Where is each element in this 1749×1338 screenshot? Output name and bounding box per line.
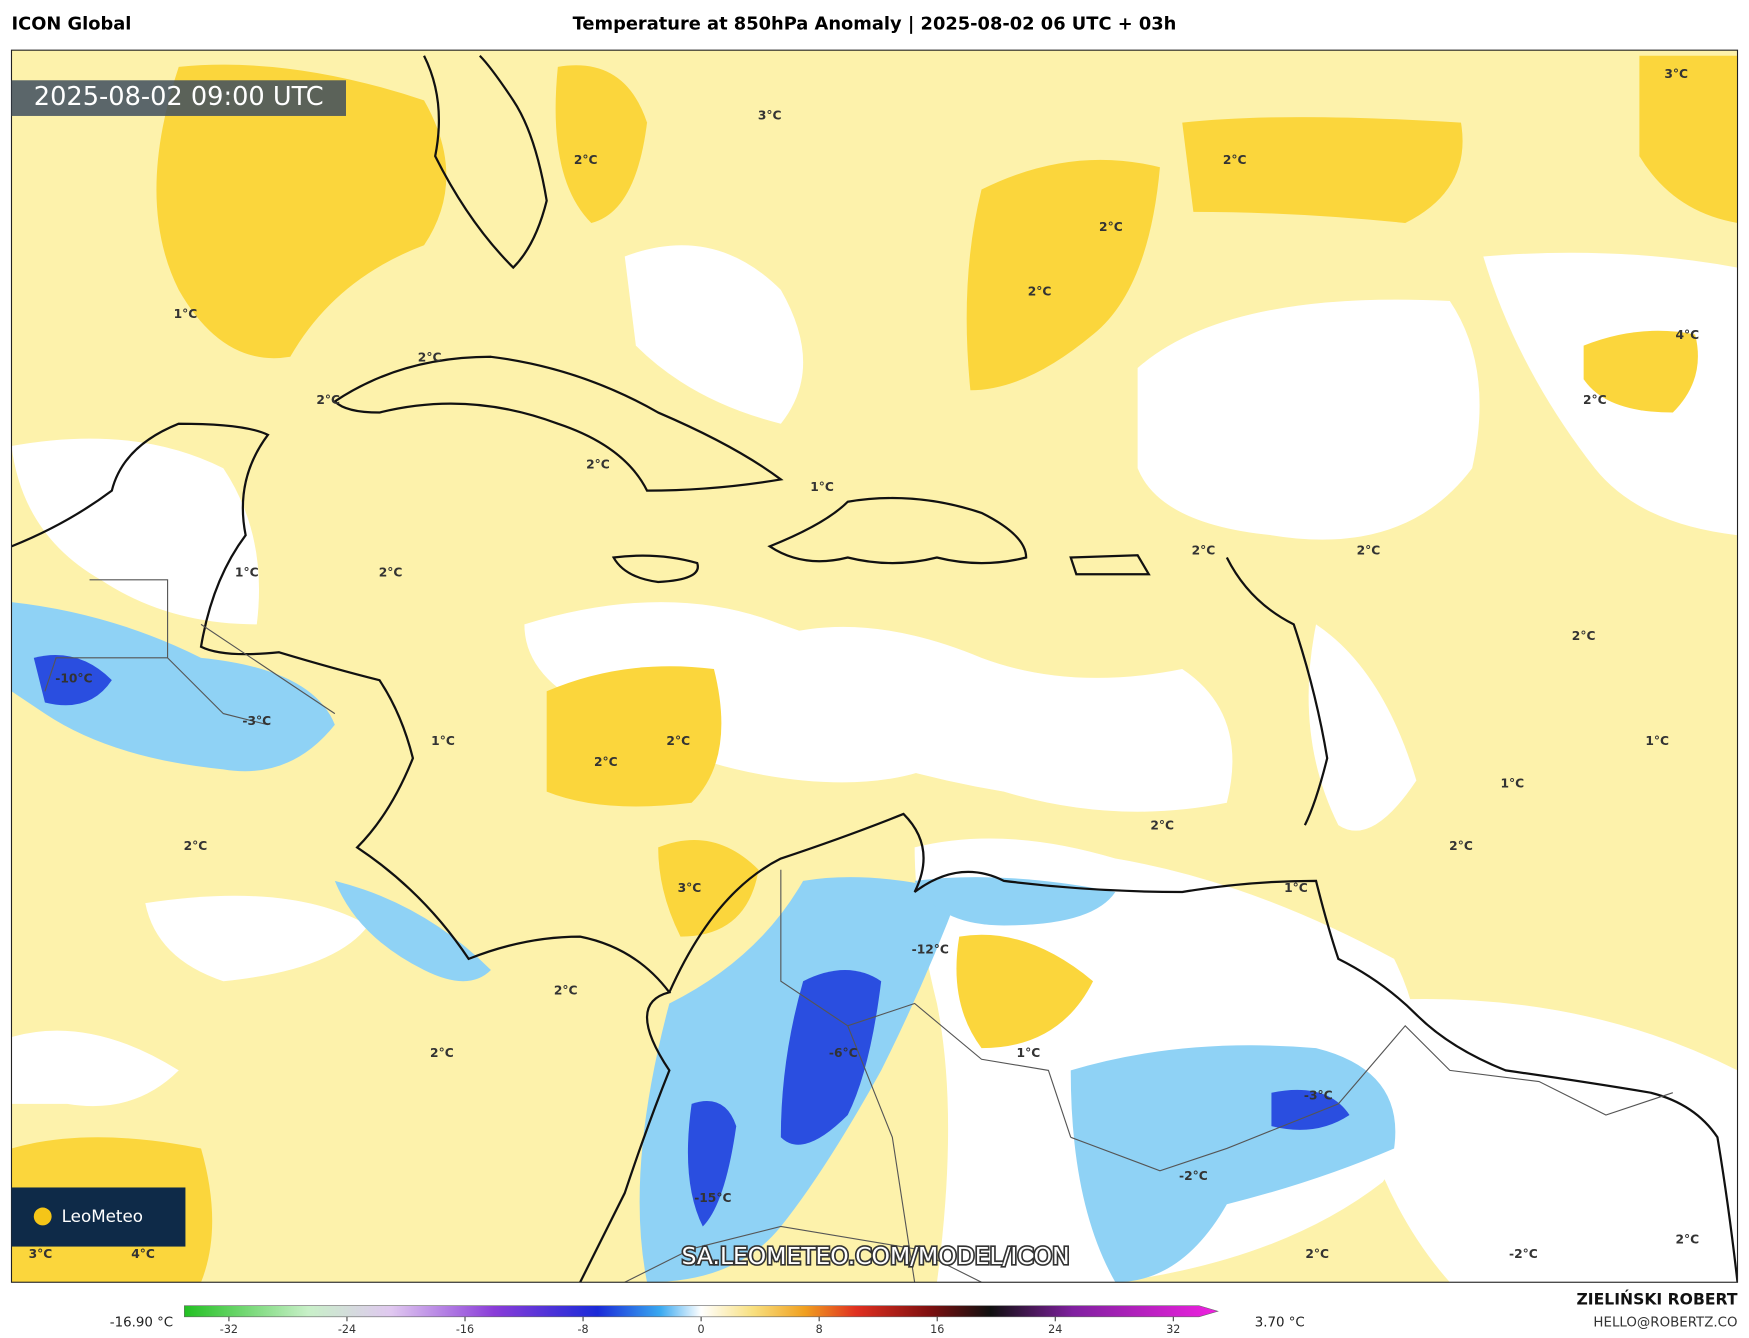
contour-label: -6°C xyxy=(829,1046,858,1060)
contour-label: -2°C xyxy=(1509,1247,1538,1261)
colorbar-tick-label: -8 xyxy=(578,1323,589,1336)
logo: LeoMeteo xyxy=(62,1206,143,1226)
contour-label: 2°C xyxy=(594,755,618,769)
watermark: SA.LEOMETEO.COM/MODEL/ICON xyxy=(682,1242,1070,1270)
contour-label: 4°C xyxy=(131,1247,155,1261)
contour-label: 3°C xyxy=(29,1247,53,1261)
contour-label: 2°C xyxy=(1099,220,1123,234)
model-name: ICON Global xyxy=(11,14,131,35)
contour-label: -3°C xyxy=(1304,1089,1333,1103)
contour-label: 2°C xyxy=(666,734,690,748)
colorbar-tick-label: 16 xyxy=(930,1323,944,1336)
colorbar-tick-label: -24 xyxy=(338,1323,356,1336)
contour-label: 2°C xyxy=(379,566,403,580)
contour-label: 2°C xyxy=(1449,839,1473,853)
colorbar-tick-label: 8 xyxy=(816,1323,823,1336)
contour-label: 1°C xyxy=(431,734,455,748)
contour-label: 4°C xyxy=(1676,328,1700,342)
contour-label: 2°C xyxy=(574,153,598,167)
contour-label: 1°C xyxy=(174,307,198,321)
colorbar-tick-label: 24 xyxy=(1048,1323,1062,1336)
contour-label: -3°C xyxy=(242,714,271,728)
colorbar-tick-label: -32 xyxy=(220,1323,238,1336)
contour-label: 2°C xyxy=(1150,819,1174,833)
contour-label: 2°C xyxy=(1192,543,1216,557)
contour-label: 3°C xyxy=(678,881,702,895)
colorbar-min: -16.90 °C xyxy=(110,1315,173,1330)
contour-label: 3°C xyxy=(1664,67,1688,81)
contour-label: -10°C xyxy=(55,672,92,686)
contour-label: 2°C xyxy=(586,457,610,471)
contour-label: 2°C xyxy=(184,839,208,853)
colorbar-max: 3.70 °C xyxy=(1255,1315,1305,1330)
colorbar-tick-label: -16 xyxy=(456,1323,474,1336)
map-frame xyxy=(10,49,1739,1283)
contour-label: -12°C xyxy=(912,942,949,956)
email: HELLO@ROBERTZ.CO xyxy=(1593,1315,1737,1330)
contour-label: 1°C xyxy=(1645,734,1669,748)
timestamp: 2025-08-02 09:00 UTC xyxy=(34,82,324,112)
map-title: Temperature at 850hPa Anomaly | 2025-08-… xyxy=(573,14,1177,35)
contour-label: 2°C xyxy=(430,1046,454,1060)
colorbar-tick-label: 32 xyxy=(1166,1323,1180,1336)
contour-label: 1°C xyxy=(1500,776,1524,790)
contour-label: -15°C xyxy=(694,1191,731,1205)
contour-label: 2°C xyxy=(1223,153,1247,167)
contour-label: 1°C xyxy=(810,480,834,494)
colorbar xyxy=(184,1305,1219,1318)
author: ZIELIŃSKI ROBERT xyxy=(1576,1290,1737,1309)
contour-label: 2°C xyxy=(316,393,340,407)
contour-label: 2°C xyxy=(1676,1232,1700,1246)
contour-label: 1°C xyxy=(1284,881,1308,895)
contour-label: 3°C xyxy=(758,108,782,122)
colorbar-tick-label: 0 xyxy=(698,1323,705,1336)
contour-label: 2°C xyxy=(1583,393,1607,407)
contour-label: 2°C xyxy=(1572,629,1596,643)
contour-label: 2°C xyxy=(1028,285,1052,299)
contour-label: -2°C xyxy=(1179,1169,1208,1183)
contour-label: 1°C xyxy=(235,566,259,580)
contour-label: 1°C xyxy=(1017,1046,1041,1060)
contour-label: 2°C xyxy=(554,984,578,998)
logo-sun xyxy=(33,1207,52,1226)
map xyxy=(11,50,1738,1283)
contour-label: 2°C xyxy=(418,350,442,364)
timestamp-box xyxy=(11,80,346,116)
contour-label: 2°C xyxy=(1305,1247,1329,1261)
contour-label: 2°C xyxy=(1357,543,1381,557)
